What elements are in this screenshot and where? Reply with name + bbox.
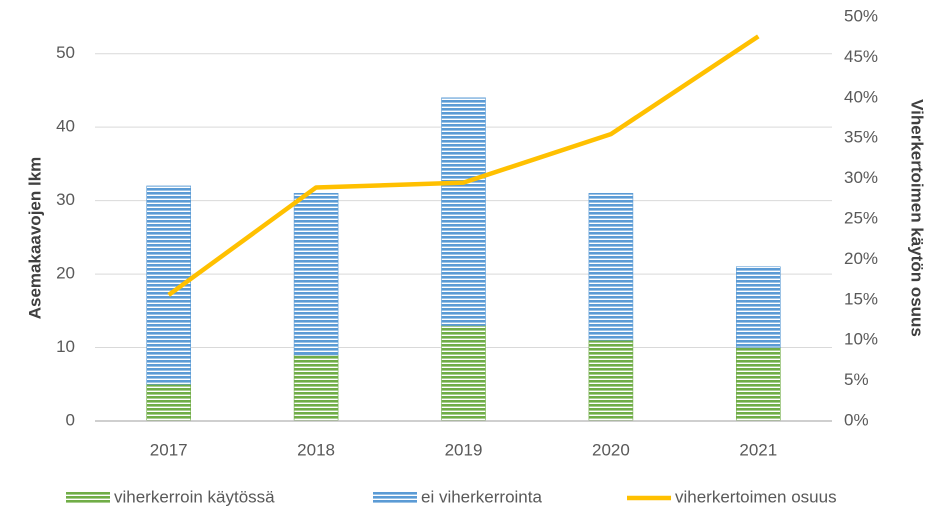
y2-axis-title: Viherkertoimen käytön osuus	[908, 99, 927, 337]
y2-tick-label: 15%	[844, 289, 878, 308]
y2-tick-label: 5%	[844, 370, 869, 389]
line	[167, 34, 760, 297]
bar	[293, 192, 339, 356]
bar	[588, 339, 634, 422]
y-tick-label: 40	[56, 117, 75, 136]
y2-tick-label: 50%	[844, 6, 878, 25]
legend-label: ei viherkerrointa	[421, 487, 542, 506]
y-tick-label: 50	[56, 43, 75, 62]
y-axis-title: Asemakaavojen lkm	[25, 157, 44, 320]
bar	[293, 354, 339, 422]
bar	[735, 347, 781, 422]
y2-tick-label: 45%	[844, 47, 878, 66]
y2-tick-label: 20%	[844, 249, 878, 268]
legend-label: viherkertoimen osuus	[675, 487, 837, 506]
bar	[441, 97, 486, 326]
bar	[588, 192, 634, 341]
y-tick-label: 0	[66, 410, 75, 429]
x-tick-label: 2020	[592, 440, 630, 459]
y2-tick-label: 25%	[844, 208, 878, 227]
legend-swatch	[66, 492, 110, 504]
legend-label: viherkerroin käytössä	[114, 487, 275, 506]
x-tick-label: 2019	[445, 440, 483, 459]
y-tick-label: 30	[56, 190, 75, 209]
y2-tick-label: 0%	[844, 410, 869, 429]
legend-swatch	[373, 492, 417, 504]
x-tick-label: 2017	[150, 440, 188, 459]
y-tick-label: 20	[56, 264, 75, 283]
y-tick-label: 10	[56, 337, 75, 356]
y2-tick-label: 30%	[844, 168, 878, 187]
bar	[146, 383, 191, 422]
y2-tick-label: 10%	[844, 330, 878, 349]
bar	[735, 266, 781, 348]
y2-tick-label: 40%	[844, 87, 878, 106]
y2-tick-label: 35%	[844, 128, 878, 147]
x-tick-label: 2018	[297, 440, 335, 459]
bar	[441, 325, 486, 422]
x-tick-label: 2021	[739, 440, 777, 459]
